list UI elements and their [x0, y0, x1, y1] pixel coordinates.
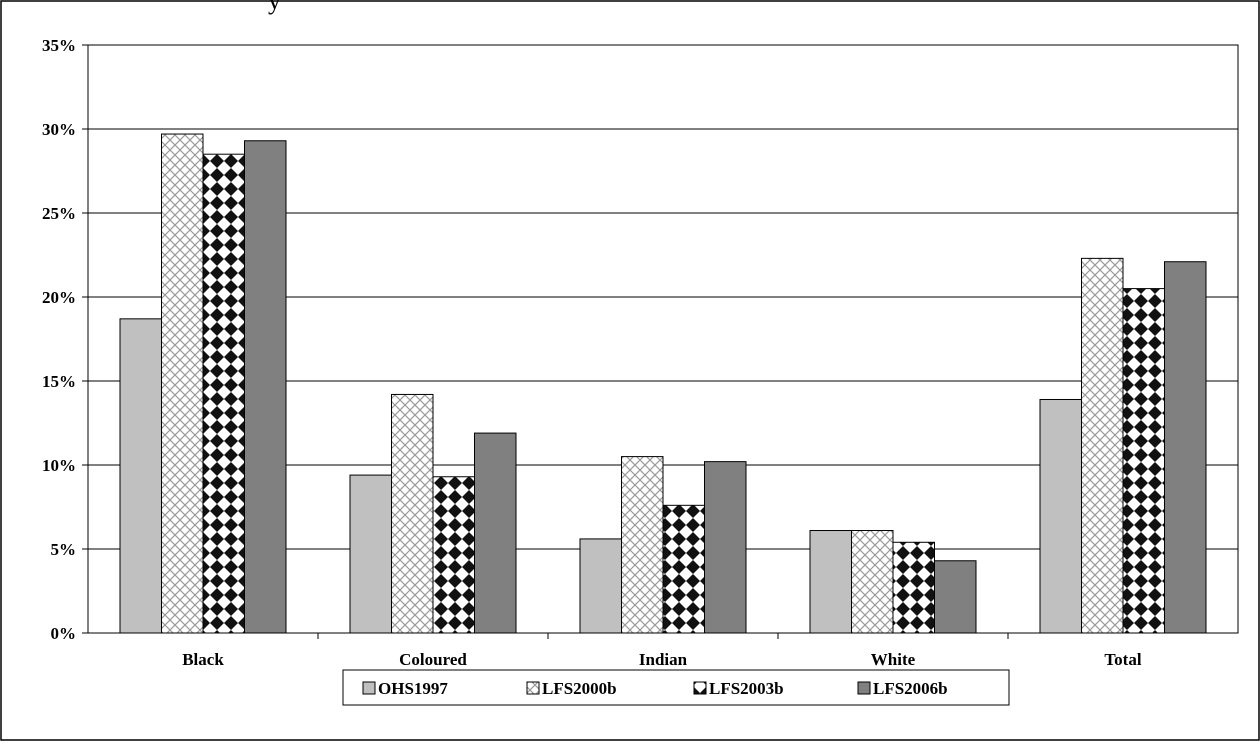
- bar-lfs2006b-black: [244, 140, 287, 634]
- bar-lfs2000b-total: [1081, 257, 1124, 634]
- bar-lfs2006b-indian: [704, 461, 747, 634]
- bar-lfs2000b-black: [161, 133, 204, 634]
- y-tick-label: 25%: [42, 204, 76, 223]
- bar-lfs2000b-coloured: [391, 393, 434, 634]
- bar-ohs1997-coloured: [349, 474, 392, 634]
- y-tick-label: 35%: [42, 36, 76, 55]
- bar-lfs2006b-total: [1164, 261, 1207, 634]
- y-tick-label: 5%: [51, 540, 77, 559]
- bars: [119, 133, 1207, 634]
- x-category-label: Total: [1104, 650, 1141, 669]
- legend-swatch-ohs1997: [362, 681, 376, 695]
- bar-ohs1997-total: [1039, 398, 1082, 634]
- legend-label-ohs1997: OHS1997: [378, 679, 448, 698]
- x-category-label: White: [871, 650, 916, 669]
- y-tick-label: 30%: [42, 120, 76, 139]
- y-axis-ticks: 0% 5% 10% 15% 20% 25% 30% 35%: [42, 36, 88, 643]
- y-tick-label: 15%: [42, 372, 76, 391]
- bar-lfs2003b-white: [892, 541, 935, 634]
- bar-lfs2003b-indian: [662, 504, 705, 634]
- legend-label-lfs2003b: LFS2003b: [709, 679, 784, 698]
- legend-swatch-lfs2000b: [526, 681, 540, 695]
- bar-lfs2003b-black: [202, 153, 245, 634]
- y-tick-label: 10%: [42, 456, 76, 475]
- bar-ohs1997-indian: [579, 538, 622, 634]
- y-tick-label: 20%: [42, 288, 76, 307]
- bar-lfs2003b-total: [1122, 288, 1165, 634]
- x-category-label: Black: [182, 650, 224, 669]
- legend: OHS1997 LFS2000b LFS2003b LFS2006b: [342, 669, 1010, 706]
- legend-swatch-lfs2003b: [693, 681, 707, 695]
- bar-lfs2003b-coloured: [432, 476, 475, 634]
- y-tick-label: 0%: [51, 624, 77, 643]
- bar-lfs2000b-white: [851, 530, 894, 634]
- bar-lfs2006b-coloured: [474, 432, 517, 634]
- legend-box: [342, 669, 1010, 706]
- cropped-caption-text: y: [268, 0, 281, 15]
- bar-ohs1997-black: [119, 318, 162, 634]
- bar-lfs2006b-white: [934, 560, 977, 634]
- legend-label-lfs2006b: LFS2006b: [873, 679, 948, 698]
- x-axis-categories: Black Coloured Indian White Total: [182, 633, 1142, 669]
- legend-label-lfs2000b: LFS2000b: [542, 679, 617, 698]
- legend-swatch-lfs2006b: [857, 681, 871, 695]
- bar-lfs2000b-indian: [621, 456, 664, 634]
- x-category-label: Coloured: [399, 650, 467, 669]
- x-category-label: Indian: [639, 650, 688, 669]
- bar-ohs1997-white: [809, 530, 852, 634]
